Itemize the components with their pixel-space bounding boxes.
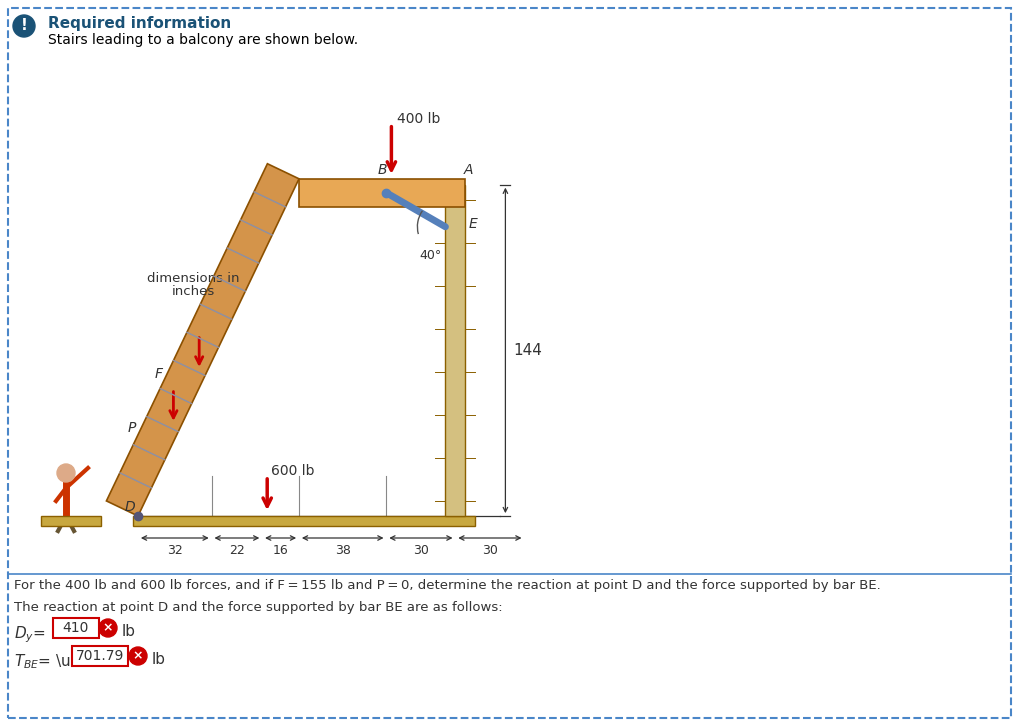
Text: 30: 30 (482, 544, 498, 557)
Text: !: ! (20, 18, 28, 33)
Text: C: C (302, 184, 312, 197)
Circle shape (13, 15, 35, 37)
Text: 410: 410 (63, 621, 90, 635)
Text: 701.79: 701.79 (75, 649, 124, 663)
Text: 32: 32 (167, 544, 182, 557)
Text: For the 400 lb and 600 lb forces, and if F = 155 lb and P = 0, determine the rea: For the 400 lb and 600 lb forces, and if… (14, 579, 880, 592)
Text: E: E (469, 217, 477, 231)
Text: lb: lb (152, 652, 166, 667)
Text: D: D (124, 500, 135, 514)
Text: 400 lb: 400 lb (397, 112, 441, 126)
Text: B: B (378, 163, 387, 177)
Text: 22: 22 (229, 544, 245, 557)
Text: F: F (154, 367, 162, 381)
Text: dimensions in: dimensions in (147, 272, 239, 285)
Bar (133, 516, 476, 526)
Circle shape (57, 464, 75, 482)
Text: 38: 38 (335, 544, 351, 557)
Text: 600 lb: 600 lb (271, 464, 315, 478)
Polygon shape (106, 164, 299, 516)
Bar (299, 179, 466, 207)
Text: 30: 30 (413, 544, 429, 557)
Text: ×: × (132, 650, 144, 663)
Text: $T_{BE}$= \u2013: $T_{BE}$= \u2013 (14, 652, 111, 671)
Text: A: A (464, 163, 473, 177)
Text: Stairs leading to a balcony are shown below.: Stairs leading to a balcony are shown be… (48, 33, 358, 47)
Bar (72, 646, 128, 666)
Text: Required information: Required information (48, 16, 231, 31)
Bar (445, 185, 466, 516)
Text: 40°: 40° (419, 249, 441, 262)
Text: lb: lb (122, 624, 136, 639)
Text: P: P (128, 421, 137, 435)
Bar (53, 618, 99, 638)
Circle shape (129, 647, 147, 665)
Text: 16: 16 (273, 544, 288, 557)
Text: inches: inches (171, 285, 215, 298)
Bar (41, 516, 101, 526)
Text: The reaction at point D and the force supported by bar BE are as follows:: The reaction at point D and the force su… (14, 601, 502, 614)
Circle shape (99, 619, 117, 637)
Text: 144: 144 (514, 343, 542, 358)
Text: $D_y$=: $D_y$= (14, 624, 47, 645)
Text: ×: × (103, 621, 113, 635)
